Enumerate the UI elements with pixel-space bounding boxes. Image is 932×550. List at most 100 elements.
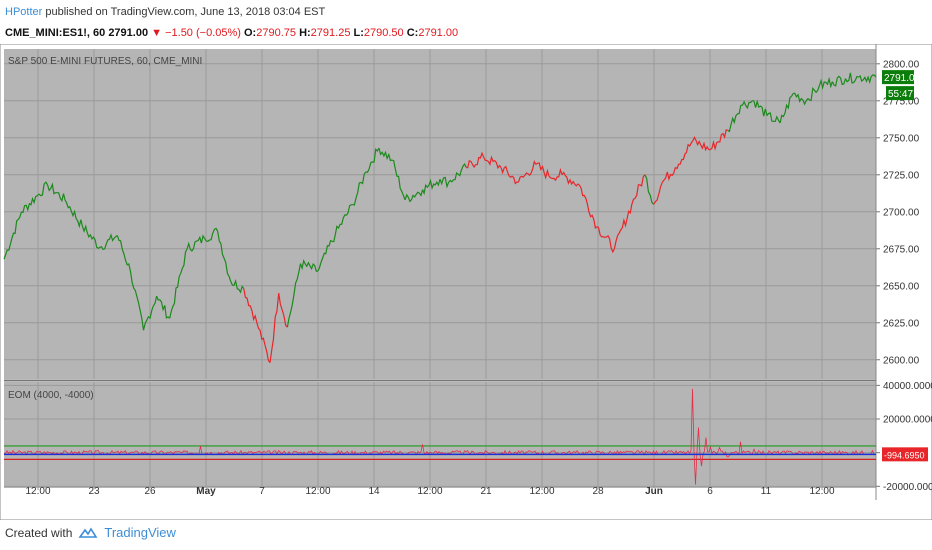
y-tick-label: 2700.00: [883, 207, 920, 218]
price-segment: [500, 165, 519, 185]
price-segment: [204, 227, 219, 243]
x-tick-label: 26: [144, 486, 156, 497]
x-tick-label: 23: [88, 486, 100, 497]
x-tick-label: 6: [707, 486, 713, 497]
created-with-text: Created with: [5, 525, 73, 540]
price-segment: [129, 270, 145, 331]
price-segment: [64, 199, 84, 229]
ohlc-bar: CME_MINI:ES1!, 60 2791.00 ▼ −1.50 (−0.05…: [5, 27, 458, 39]
low-label: L:: [353, 27, 364, 39]
price-segment: [483, 155, 502, 170]
x-tick-label: Jun: [645, 486, 663, 497]
price-segment: [278, 293, 288, 328]
price-segment: [317, 233, 336, 272]
change-value: −1.50 (−0.05%): [165, 27, 241, 39]
price-chart-title: S&P 500 E-MINI FUTURES, 60, CME_MINI: [8, 56, 202, 67]
tradingview-logo-icon: [78, 526, 98, 538]
x-tick-label: 12:00: [25, 486, 50, 497]
y-tick-label: 2600.00: [883, 355, 920, 366]
price-segment: [661, 167, 676, 183]
price-segment: [439, 176, 450, 189]
price-segment: [844, 72, 859, 84]
price-segment: [47, 182, 66, 203]
y-tick-label: 2725.00: [883, 170, 920, 181]
price-segment: [831, 75, 847, 87]
price-segment: [404, 189, 424, 203]
last-price-tag-text: 2791.00: [884, 73, 921, 84]
price-segment: [727, 105, 742, 133]
y-tick-label: 2625.00: [883, 318, 920, 329]
x-tick-label: 12:00: [809, 486, 834, 497]
price-segment: [169, 248, 188, 319]
author-link[interactable]: HPotter: [5, 6, 43, 18]
price-segment: [653, 181, 663, 205]
price-segment: [535, 162, 550, 180]
countdown-tag-text: 55:47: [888, 89, 913, 100]
price-segment: [805, 85, 820, 102]
y-tick-label: 2650.00: [883, 281, 920, 292]
price-segment: [299, 258, 318, 272]
price-segment: [675, 140, 694, 170]
price-segment: [243, 288, 258, 323]
price-segment: [217, 230, 232, 282]
chart-area[interactable]: 12:00 23 26 May 7 12:00 14 12:00 21 12:00 28 Jun 6 11…: [0, 44, 932, 520]
x-tick-label: 7: [259, 486, 265, 497]
price-segment: [142, 295, 158, 331]
price-segment: [793, 92, 807, 106]
x-tick-label: May: [196, 486, 216, 497]
low-value: 2790.50: [363, 27, 404, 39]
price-segment: [99, 233, 118, 251]
high-label: H:: [299, 27, 311, 39]
down-arrow-icon: ▼: [151, 27, 163, 39]
last-price: 2791.00: [108, 27, 149, 39]
symbol-label: CME_MINI:ES1!, 60: [5, 27, 106, 39]
eom-pane-bg: [4, 382, 876, 488]
price-segment: [818, 76, 833, 90]
y-tick-label: 2775.00: [883, 96, 920, 107]
x-tick-label: 28: [592, 486, 604, 497]
x-tick-label: 12:00: [529, 486, 554, 497]
close-label: C:: [406, 27, 419, 39]
price-segment: [548, 167, 563, 182]
x-tick-label: 12:00: [305, 486, 330, 497]
price-segment: [631, 174, 646, 205]
high-value: 2791.25: [310, 27, 351, 39]
price-segment: [230, 279, 245, 294]
price-segment: [156, 295, 171, 319]
price-segment: [740, 100, 754, 110]
open-value: 2790.75: [256, 27, 296, 39]
price-segment: [466, 151, 485, 169]
price-segment: [644, 174, 655, 205]
price-segment: [391, 159, 406, 201]
price-segment: [422, 178, 441, 196]
price-segment: [613, 204, 633, 249]
published-text: published on TradingView.com, June 13, 2…: [45, 6, 326, 18]
countdown-tag: [886, 86, 914, 101]
price-segment: [21, 193, 40, 214]
eom-title: EOM (4000, -4000): [8, 390, 94, 401]
price-segment: [269, 293, 280, 363]
y-tick-label: 2800.00: [883, 59, 920, 70]
last-price-tag: [882, 70, 914, 85]
price-segment: [766, 112, 781, 124]
eom-tick-label: -20000.0000: [883, 482, 932, 493]
eom-value-tag-text: -994.6950: [884, 450, 925, 460]
x-tick-label: 12:00: [417, 486, 442, 497]
tradingview-brand[interactable]: TradingView: [104, 525, 176, 540]
price-segment: [334, 203, 353, 235]
x-tick-label: 21: [480, 486, 492, 497]
eom-tick-label: 40000.0000: [883, 381, 932, 392]
price-segment: [38, 181, 49, 197]
price-segment: [256, 322, 271, 364]
price-segment: [286, 263, 302, 328]
price-segment: [352, 171, 367, 206]
price-segment: [692, 136, 711, 152]
open-label: O:: [244, 27, 257, 39]
price-segment: [365, 147, 380, 174]
price-segment: [596, 226, 615, 254]
price-segment: [81, 224, 101, 250]
publisher-line: HPotter published on TradingView.com, Ju…: [5, 6, 325, 18]
price-segment: [186, 234, 206, 252]
price-segment: [753, 99, 768, 117]
eom-tick-label: 20000.0000: [883, 415, 932, 426]
